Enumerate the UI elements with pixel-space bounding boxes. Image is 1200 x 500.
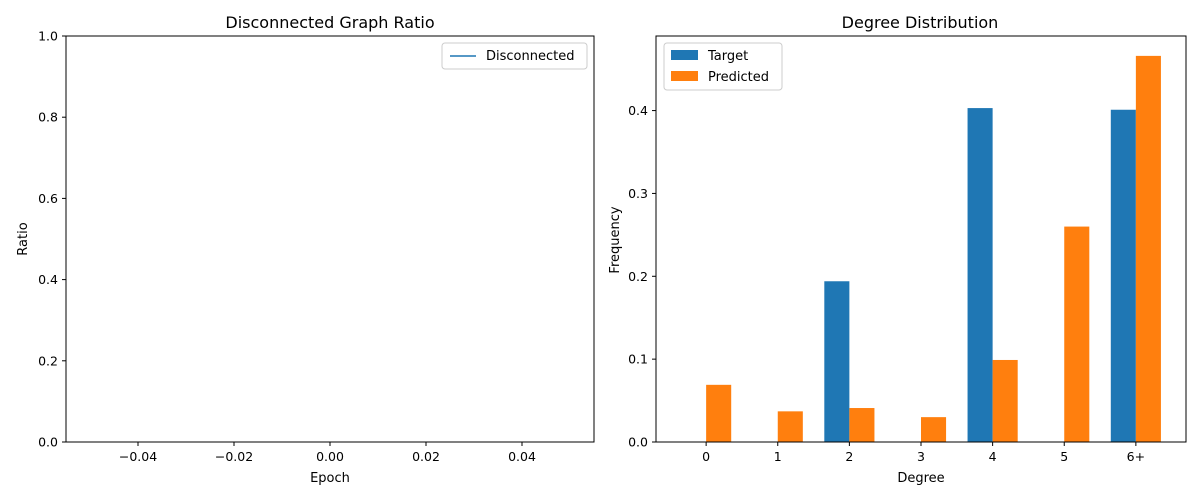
y-tick-label: 0.6 — [38, 191, 58, 206]
y-tick-label: 0.0 — [628, 435, 648, 450]
plot-frame — [655, 35, 1187, 443]
legend: Disconnected — [441, 42, 588, 70]
bar-predicted-5 — [1064, 226, 1090, 442]
bar-predicted-4 — [992, 359, 1018, 442]
x-tick-label: 0.02 — [412, 449, 440, 464]
y-tick-label: 0.0 — [38, 435, 58, 450]
legend-label-disconnected: Disconnected — [486, 49, 574, 64]
legend: Target Predicted — [663, 42, 783, 91]
y-tick-label: 0.4 — [628, 103, 648, 118]
y-tick-label: 0.2 — [628, 269, 648, 284]
legend-box — [441, 42, 588, 70]
bar-predicted-2 — [849, 408, 875, 442]
plot-frame — [65, 35, 595, 443]
x-tick-label: 0.04 — [508, 449, 536, 464]
bar-target-4 — [967, 108, 993, 442]
legend-label-target: Target — [707, 49, 748, 64]
x-tick-label: 0.00 — [316, 449, 344, 464]
bar-predicted-3 — [921, 417, 947, 442]
x-axis-label: Degree — [897, 471, 944, 486]
x-tick-label: 0 — [702, 449, 710, 464]
x-axis-ticks: 0 1 2 3 4 5 6+ — [702, 442, 1145, 464]
y-axis-ticks: 0.0 0.1 0.2 0.3 0.4 — [628, 103, 656, 450]
bar-target-6+ — [1110, 109, 1136, 442]
x-axis-ticks: −0.04 −0.02 0.00 0.02 0.04 — [119, 442, 536, 464]
x-tick-label: 5 — [1060, 449, 1068, 464]
legend-swatch-target — [671, 50, 698, 60]
legend-label-predicted: Predicted — [708, 70, 769, 85]
x-tick-label: 2 — [845, 449, 853, 464]
x-tick-label: −0.04 — [119, 449, 157, 464]
x-tick-label: 1 — [774, 449, 782, 464]
bars — [706, 55, 1161, 443]
x-tick-label: −0.02 — [215, 449, 253, 464]
y-axis-label: Ratio — [16, 222, 31, 255]
degree-distribution-chart: Degree Distribution 0 1 2 3 4 5 6+ 0.00.10.20.… — [608, 13, 1187, 486]
bar-predicted-1 — [777, 411, 803, 442]
y-tick-label: 0.2 — [38, 353, 58, 368]
y-tick-label: 0.1 — [628, 352, 648, 367]
bar-predicted-6+ — [1135, 55, 1161, 443]
y-tick-label: 0.8 — [38, 110, 58, 125]
bar-predicted-0 — [706, 384, 732, 442]
y-axis-ticks: 0.0 0.2 0.4 0.6 0.8 1.0 — [38, 29, 66, 450]
chart-title: Disconnected Graph Ratio — [225, 13, 434, 32]
y-tick-label: 0.4 — [38, 272, 58, 287]
chart-title: Degree Distribution — [842, 13, 999, 32]
legend-swatch-predicted — [671, 71, 698, 81]
x-tick-label: 3 — [917, 449, 925, 464]
y-tick-label: 0.3 — [628, 186, 648, 201]
x-tick-label: 4 — [989, 449, 997, 464]
bar-target-2 — [824, 281, 850, 442]
x-axis-label: Epoch — [310, 471, 350, 486]
x-tick-label: 6+ — [1127, 449, 1145, 464]
disconnected-ratio-chart: Disconnected Graph Ratio −0.04 −0.02 0.00 0… — [16, 13, 595, 486]
y-tick-label: 1.0 — [38, 29, 58, 44]
y-axis-label: Frequency — [608, 206, 623, 273]
